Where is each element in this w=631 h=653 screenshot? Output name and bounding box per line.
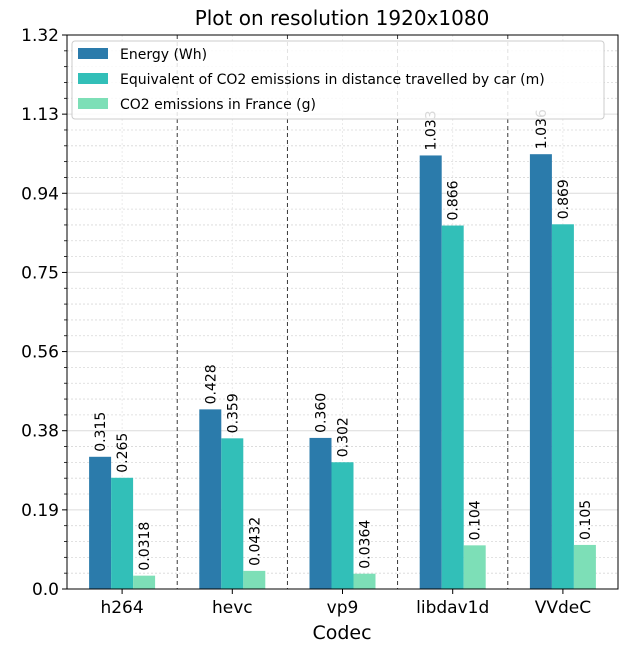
- bar-label-h264-series-1: 0.265: [115, 433, 131, 473]
- y-tick-label: 0.19: [21, 501, 59, 521]
- bar-hevc-series-0: [199, 409, 222, 589]
- legend-entry-1: Equivalent of CO2 emissions in distance …: [120, 72, 545, 88]
- x-tick-label-vp9: vp9: [327, 598, 359, 618]
- bar-label-hevc-series-0: 0.428: [203, 364, 219, 404]
- x-tick-label-VVdeC: VVdeC: [535, 598, 591, 618]
- bar-label-h264-series-0: 0.315: [93, 412, 109, 452]
- y-tick-label: 1.13: [21, 105, 59, 125]
- axes: 0.0 0.19 0.38 0.56 0.75 0.94 1.13 1.32 h264 hevc v…: [21, 26, 619, 618]
- bar-libdav1d-series-1: [441, 225, 464, 589]
- legend-swatch-0: [78, 48, 108, 59]
- bar-VVdeC-series-0: [529, 154, 552, 589]
- bar-h264-series-2: [133, 575, 156, 589]
- bar-label-hevc-series-2: 0.0432: [247, 517, 263, 566]
- bar-label-vp9-series-0: 0.360: [314, 393, 330, 433]
- bar-h264-series-0: [89, 456, 112, 589]
- y-tick-label: 0.94: [21, 184, 59, 204]
- bar-label-libdav1d-series-2: 0.104: [468, 500, 484, 540]
- y-tick-label: 0.0: [32, 580, 59, 600]
- x-axis-title: Codec: [312, 622, 371, 644]
- bar-vp9-series-0: [309, 437, 332, 589]
- bar-label-hevc-series-1: 0.359: [225, 393, 241, 433]
- bar-label-libdav1d-series-1: 0.866: [446, 180, 462, 220]
- legend-entry-0: Energy (Wh): [120, 47, 207, 63]
- legend: Energy (Wh) Equivalent of CO2 emissions i…: [71, 40, 605, 120]
- y-tick-label: 0.75: [21, 263, 59, 283]
- bar-vp9-series-1: [331, 462, 354, 589]
- x-tick-label-hevc: hevc: [212, 598, 253, 618]
- y-tick-label: 1.32: [21, 26, 59, 46]
- chart-title: Plot on resolution 1920x1080: [195, 6, 490, 30]
- legend-box: [71, 40, 605, 120]
- y-tick-label: 0.56: [21, 343, 59, 363]
- bar-label-VVdeC-series-1: 0.869: [556, 179, 572, 219]
- x-tick-label-libdav1d: libdav1d: [416, 598, 489, 618]
- bar-label-vp9-series-2: 0.0364: [358, 520, 374, 569]
- bar-label-VVdeC-series-2: 0.105: [578, 500, 594, 540]
- x-tick-label-h264: h264: [100, 598, 143, 618]
- bars: [89, 154, 596, 590]
- bar-label-vp9-series-1: 0.302: [336, 417, 352, 457]
- y-tick-label: 0.38: [21, 422, 59, 442]
- bar-libdav1d-series-0: [419, 155, 442, 589]
- bar-label-libdav1d-series-0: 1.033: [424, 110, 440, 150]
- legend-entry-2: CO2 emissions in France (g): [120, 97, 316, 113]
- bar-hevc-series-1: [221, 438, 244, 589]
- bar-hevc-series-2: [243, 570, 266, 589]
- bar-libdav1d-series-2: [463, 545, 486, 589]
- bar-label-h264-series-2: 0.0318: [137, 522, 153, 571]
- bar-VVdeC-series-1: [551, 224, 574, 590]
- legend-swatch-2: [78, 98, 108, 109]
- bar-h264-series-1: [111, 477, 134, 589]
- bar-vp9-series-2: [353, 573, 376, 589]
- legend-swatch-1: [78, 73, 108, 84]
- bar-VVdeC-series-2: [573, 544, 596, 589]
